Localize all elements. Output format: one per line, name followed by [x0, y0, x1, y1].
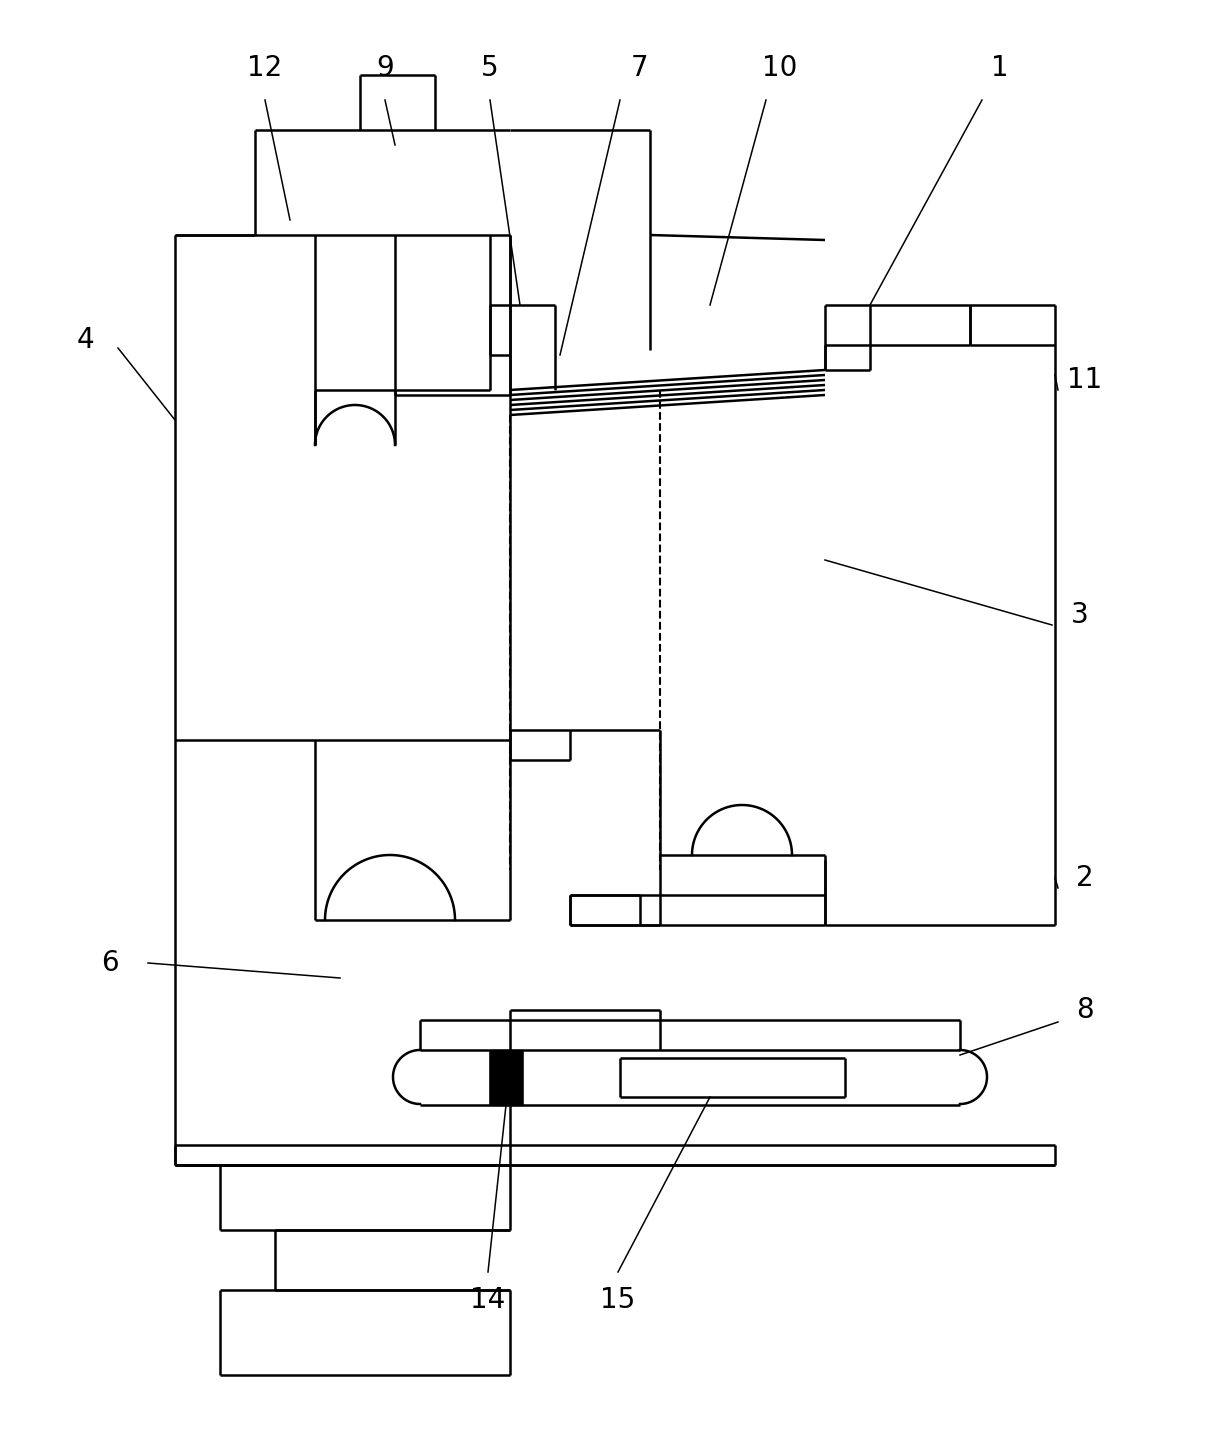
Text: 9: 9 — [376, 54, 393, 82]
Text: 7: 7 — [631, 54, 648, 82]
Text: 5: 5 — [481, 54, 499, 82]
Text: 1: 1 — [991, 54, 1009, 82]
Bar — [490, 1051, 522, 1106]
Text: 11: 11 — [1067, 366, 1102, 394]
Text: 14: 14 — [470, 1286, 505, 1314]
Text: 15: 15 — [601, 1286, 636, 1314]
Text: 6: 6 — [101, 949, 119, 977]
Text: 2: 2 — [1076, 864, 1094, 891]
Text: 10: 10 — [762, 54, 798, 82]
Text: 8: 8 — [1076, 996, 1094, 1024]
Text: 12: 12 — [248, 54, 283, 82]
Text: 4: 4 — [76, 326, 93, 355]
Text: 3: 3 — [1071, 601, 1089, 629]
